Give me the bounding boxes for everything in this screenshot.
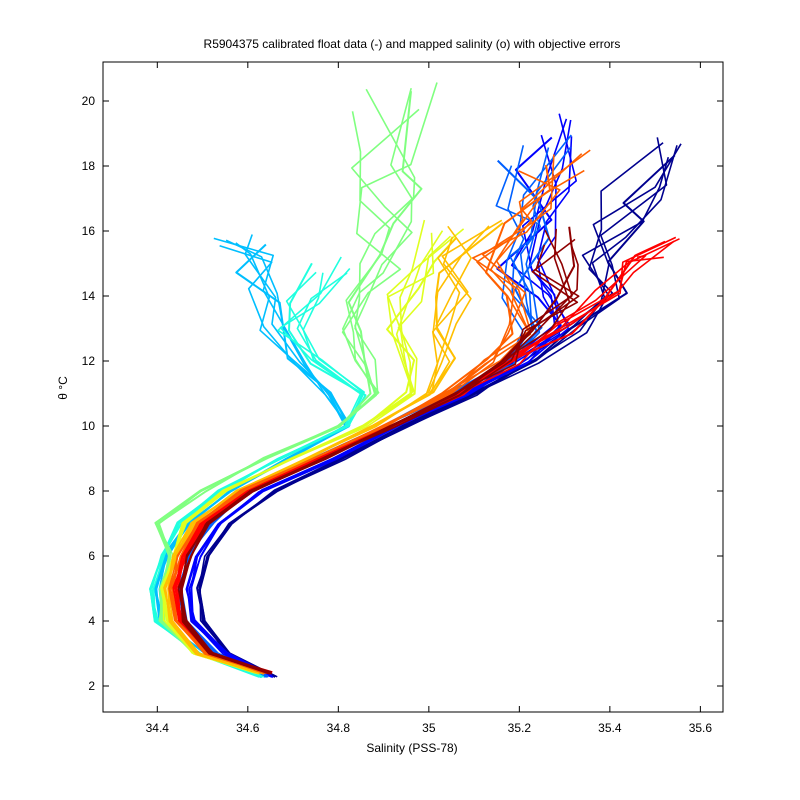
plot-area <box>149 82 682 679</box>
chart-title: R5904375 calibrated float data (-) and m… <box>204 37 621 51</box>
x-axis-title: Salinity (PSS-78) <box>366 741 457 755</box>
y-axis: 2 4 6 8 10 12 14 16 18 20 <box>82 94 723 693</box>
x-tick-label: 35 <box>422 721 436 735</box>
y-tick-label: 18 <box>82 159 96 173</box>
x-tick-label: 34.8 <box>327 721 351 735</box>
y-axis-title: θ °C <box>56 376 70 400</box>
y-tick-label: 14 <box>82 289 96 303</box>
y-tick-label: 20 <box>82 94 96 108</box>
x-tick-label: 35.2 <box>508 721 532 735</box>
y-tick-label: 12 <box>82 354 96 368</box>
profile-line-5 <box>151 271 363 678</box>
y-tick-label: 10 <box>82 419 96 433</box>
profile-line-7 <box>160 219 426 675</box>
x-axis: 34.4 34.6 34.8 35 35.2 35.4 35.6 <box>146 62 713 735</box>
y-tick-label: 8 <box>88 484 95 498</box>
profile-line-11 <box>177 242 579 674</box>
profile-line-9 <box>168 169 585 675</box>
x-tick-label: 35.4 <box>598 721 622 735</box>
x-tick-label: 34.6 <box>236 721 260 735</box>
profile-line-1 <box>198 143 682 678</box>
x-tick-label: 35.6 <box>689 721 713 735</box>
profile-line-8 <box>167 225 472 674</box>
profile-line-4 <box>155 244 349 677</box>
y-tick-label: 16 <box>82 224 96 238</box>
x-tick-label: 34.4 <box>146 721 170 735</box>
profile-line-6 <box>154 108 420 674</box>
y-tick-label: 4 <box>88 614 95 628</box>
profile-line-10 <box>172 238 680 673</box>
plot-frame <box>102 61 724 713</box>
y-tick-label: 6 <box>88 549 95 563</box>
y-tick-label: 2 <box>88 679 95 693</box>
profile-line-11 <box>177 229 573 675</box>
profile-line-5 <box>149 267 364 677</box>
